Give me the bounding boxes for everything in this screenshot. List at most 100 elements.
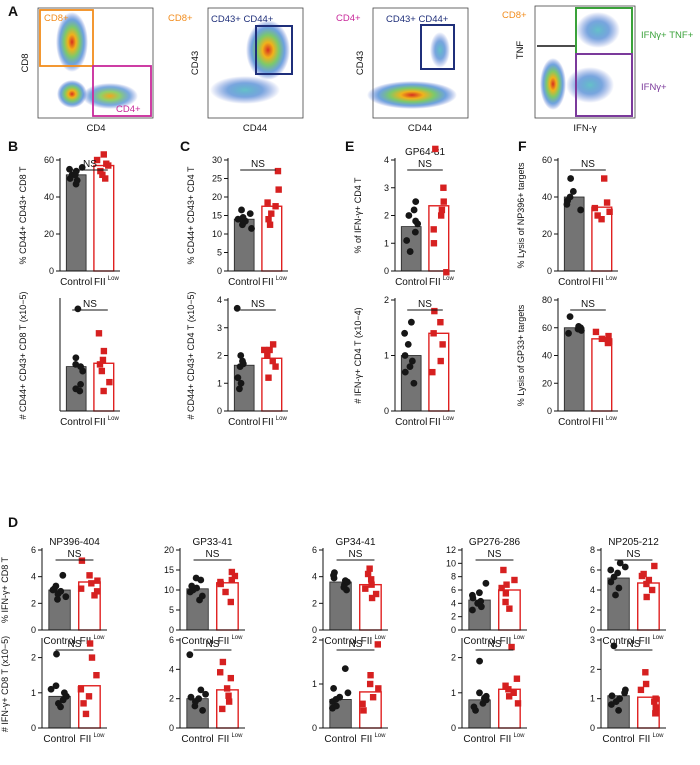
data-point-fii-low — [225, 692, 232, 699]
data-point-fii-low — [275, 186, 282, 193]
data-point-fii-low — [637, 686, 645, 694]
data-point-fii-low — [652, 695, 659, 702]
x-category-label: FII — [94, 417, 106, 428]
y-tick-label: 0 — [169, 625, 174, 635]
x-category-label: FII — [500, 636, 512, 647]
x-category-label: FII — [361, 734, 373, 745]
data-point-fii-low — [77, 585, 85, 592]
data-point-control — [469, 591, 476, 599]
x-category-superscript: Low — [652, 635, 664, 641]
data-point-fii-low — [93, 672, 100, 679]
x-category-label: Control — [558, 277, 590, 288]
bar-fii-low — [637, 582, 660, 631]
significance-label: NS — [418, 159, 432, 170]
x-category-label: FII — [218, 636, 230, 647]
data-point-fii-low — [98, 367, 106, 375]
data-point-control — [197, 686, 205, 694]
data-point-control — [72, 167, 80, 175]
data-point-fii-low — [374, 641, 382, 648]
data-point-fii-low — [498, 584, 505, 592]
data-point-fii-low — [429, 368, 436, 376]
x-category-label: Control — [395, 277, 427, 288]
y-tick-label: 20 — [164, 545, 174, 555]
data-point-fii-low — [360, 707, 367, 714]
data-point-control — [575, 322, 583, 330]
data-point-fii-low — [510, 689, 517, 696]
data-point-control — [567, 175, 575, 182]
data-point-fii-low — [598, 216, 605, 223]
data-point-control — [405, 212, 413, 219]
x-category-superscript: Low — [606, 416, 618, 422]
y-tick-label: 40 — [44, 192, 54, 202]
data-point-fii-low — [606, 208, 613, 215]
gate-label-cd43-cd44: CD43+ CD44+ — [386, 14, 449, 25]
flow-ylabel: TNF — [515, 41, 526, 60]
data-point-control — [615, 584, 623, 592]
data-point-fii-low — [367, 672, 374, 679]
data-point-fii-low — [640, 570, 647, 578]
bar-chart: 0 20 40 60 Control FII Low NS % Lysis of NP396+ … — [516, 155, 618, 288]
flow-plot-cd4-cd8: CD8+ CD4+ CD4 CD8 — [20, 7, 154, 134]
data-point-fii-low — [368, 581, 375, 588]
bar-chart: NP205-212 0 2 4 6 8 Control FII Low NS — [590, 537, 666, 647]
data-point-fii-low — [643, 580, 650, 588]
data-point-fii-low — [223, 685, 231, 692]
bar-chart: GP64-81 0 1 2 3 4 Control FII Low NS % of IFN-γ+ C… — [353, 145, 455, 288]
data-point-fii-low — [222, 588, 229, 596]
x-category-superscript: Low — [652, 733, 664, 739]
y-tick-label: 4 — [384, 155, 389, 165]
data-point-fii-low — [227, 674, 235, 682]
data-point-control — [59, 571, 67, 579]
data-point-fii-low — [440, 184, 447, 191]
data-point-fii-low — [592, 328, 600, 336]
y-tick-label: 2 — [384, 295, 389, 305]
gate-ifng — [575, 53, 633, 117]
y-tick-label: 1 — [217, 378, 222, 388]
data-point-fii-low — [439, 341, 446, 348]
data-point-fii-low — [274, 167, 282, 175]
data-point-fii-low — [269, 357, 276, 365]
data-point-control — [469, 606, 476, 614]
y-axis-label: % Lysis of GP33+ targets — [516, 304, 526, 406]
y-tick-label: 40 — [542, 351, 552, 361]
data-point-fii-low — [604, 337, 612, 344]
corner-label-cd4: CD4+ — [336, 13, 361, 24]
y-tick-label: 60 — [542, 155, 552, 165]
data-point-fii-low — [443, 269, 450, 276]
data-point-control — [615, 707, 622, 714]
data-point-control — [53, 650, 60, 658]
data-point-fii-low — [508, 643, 515, 651]
bar-chart: 0 20 40 60 Control FII Low NS % CD44+ CD43+ CD8 … — [18, 151, 120, 288]
data-point-control — [72, 360, 80, 368]
data-point-fii-low — [91, 592, 98, 599]
y-tick-label: 6 — [590, 565, 595, 575]
density-cluster — [430, 32, 450, 68]
data-point-fii-low — [103, 160, 110, 167]
y-tick-label: 0 — [547, 406, 552, 416]
bar-chart: 0 1 2 3 4 Control FII Low NS # CD44+ CD43+ CD4 T … — [186, 292, 288, 428]
y-axis-label: % Lysis of NP396+ targets — [516, 162, 526, 268]
data-point-fii-low — [86, 640, 94, 647]
data-point-fii-low — [375, 685, 382, 692]
flow-ylabel: CD43 — [190, 51, 201, 75]
y-tick-label: 0 — [169, 723, 174, 733]
data-point-fii-low — [506, 605, 513, 612]
data-point-fii-low — [513, 675, 521, 682]
data-point-control — [614, 569, 622, 577]
y-tick-label: 2 — [451, 612, 456, 622]
y-axis-label: % CD44+ CD43+ CD8 T — [18, 166, 28, 264]
density-cluster — [566, 67, 614, 103]
data-point-fii-low — [93, 156, 101, 164]
y-tick-label: 2 — [312, 635, 317, 645]
x-category-label: FII — [94, 277, 106, 288]
data-point-control — [341, 665, 349, 672]
data-point-fii-low — [505, 693, 513, 700]
data-point-control — [470, 703, 478, 711]
y-tick-label: 10 — [446, 558, 456, 568]
data-point-fii-low — [652, 710, 659, 717]
x-category-superscript: Low — [276, 416, 288, 422]
density-cluster — [57, 80, 87, 108]
